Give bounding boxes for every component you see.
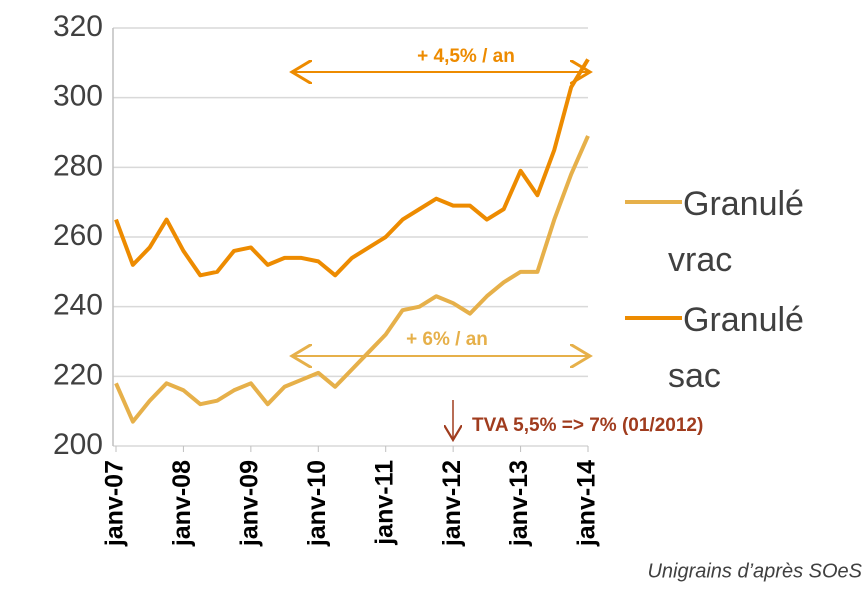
- y-tick-label: 200: [53, 428, 103, 461]
- y-tick-label: 260: [53, 219, 103, 252]
- y-tick-label: 220: [53, 358, 103, 391]
- y-tick-label: 300: [53, 80, 103, 113]
- x-tick-label: janv-12: [438, 460, 466, 547]
- legend-label: Granulé sac: [668, 301, 804, 395]
- x-tick-label: janv-10: [303, 460, 331, 547]
- x-tick-label: janv-11: [370, 460, 398, 546]
- annotation: + 4,5% / an: [417, 46, 515, 67]
- annotation: TVA 5,5% => 7% (01/2012): [472, 415, 703, 436]
- legend-label: Granulé vrac: [668, 185, 804, 279]
- x-tick-label: janv-08: [168, 460, 196, 547]
- source: Unigrains d’après SOeS: [647, 560, 862, 582]
- x-tick-label: janv-09: [235, 460, 263, 547]
- y-tick-label: 240: [53, 289, 103, 322]
- annotation: + 6% / an: [406, 329, 488, 350]
- series-line: [114, 135, 590, 424]
- y-tick-label: 280: [53, 149, 103, 182]
- x-tick-label: janv-07: [101, 460, 129, 547]
- x-tick-label: janv-13: [505, 460, 533, 547]
- y-tick-label: 320: [53, 10, 103, 43]
- series-line: [114, 58, 590, 278]
- x-tick-label: janv-14: [573, 460, 601, 547]
